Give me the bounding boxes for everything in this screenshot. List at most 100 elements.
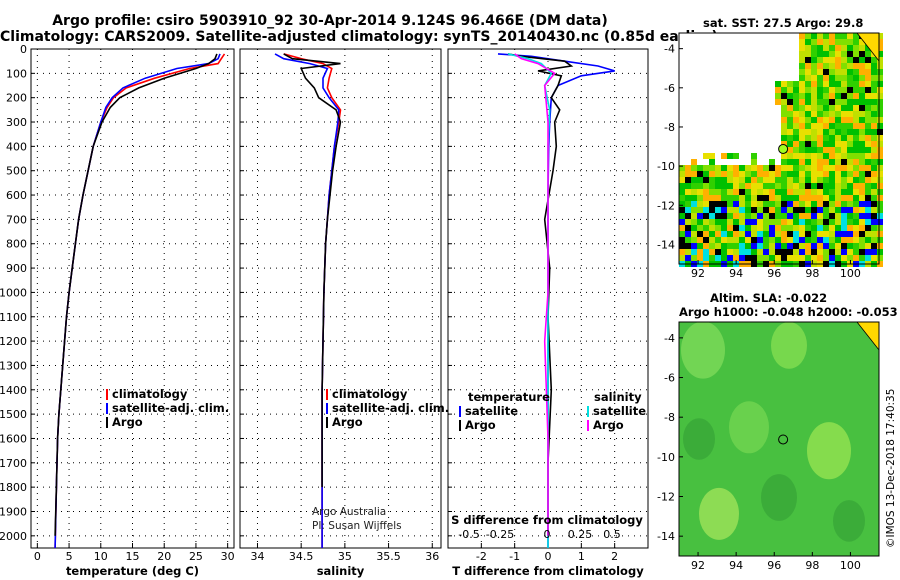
- sst-pixel: [751, 195, 757, 201]
- sst-pixel: [871, 225, 877, 231]
- sst-pixel: [877, 195, 883, 201]
- sst-pixel: [841, 111, 847, 117]
- sst-pixel: [805, 213, 811, 219]
- sst-pixel: [871, 213, 877, 219]
- sst-pixel: [721, 255, 727, 261]
- sst-pixel: [847, 51, 853, 57]
- sst-pixel: [835, 159, 841, 165]
- sst-pixel: [841, 147, 847, 153]
- sst-pixel: [799, 213, 805, 219]
- map-y-tick-label: -14: [657, 530, 675, 543]
- secondary-x-tick-label: -0.5: [458, 528, 479, 541]
- sst-pixel: [799, 219, 805, 225]
- sst-pixel: [793, 171, 799, 177]
- sst-pixel: [793, 201, 799, 207]
- sst-pixel: [811, 231, 817, 237]
- sst-pixel: [871, 129, 877, 135]
- sst-pixel: [835, 93, 841, 99]
- sst-pixel: [841, 135, 847, 141]
- sst-pixel: [835, 81, 841, 87]
- sst-pixel: [787, 213, 793, 219]
- sst-pixel: [799, 231, 805, 237]
- sst-pixel: [709, 231, 715, 237]
- sst-pixel: [793, 153, 799, 159]
- sst-pixel: [841, 129, 847, 135]
- sst-pixel: [703, 171, 709, 177]
- sst-pixel: [751, 213, 757, 219]
- y-tick-label: 500: [6, 165, 27, 178]
- sst-pixel: [799, 225, 805, 231]
- sst-pixel: [871, 237, 877, 243]
- sst-pixel: [751, 219, 757, 225]
- sst-pixel: [709, 189, 715, 195]
- sst-pixel: [763, 255, 769, 261]
- sst-pixel: [829, 51, 835, 57]
- sst-pixel: [799, 141, 805, 147]
- legend-label: Argo: [332, 415, 363, 429]
- sst-pixel: [691, 189, 697, 195]
- sst-pixel: [757, 165, 763, 171]
- sst-pixel: [865, 219, 871, 225]
- sst-pixel: [841, 219, 847, 225]
- sst-pixel: [781, 255, 787, 261]
- sst-pixel: [793, 123, 799, 129]
- sst-pixel: [877, 111, 883, 117]
- sst-pixel: [715, 189, 721, 195]
- sst-pixel: [757, 189, 763, 195]
- sst-pixel: [859, 63, 865, 69]
- sst-pixel: [877, 147, 883, 153]
- sst-pixel: [841, 243, 847, 249]
- sst-pixel: [745, 225, 751, 231]
- sst-pixel: [751, 237, 757, 243]
- sst-pixel: [811, 165, 817, 171]
- sst-pixel: [793, 207, 799, 213]
- sst-pixel: [679, 165, 685, 171]
- sst-pixel: [799, 63, 805, 69]
- x-tick-label: 25: [189, 550, 203, 563]
- sst-pixel: [733, 231, 739, 237]
- sst-pixel: [829, 33, 835, 39]
- sst-pixel: [781, 213, 787, 219]
- legend-title-salinity: salinity: [594, 390, 642, 404]
- sst-pixel: [877, 57, 883, 63]
- sst-pixel: [805, 33, 811, 39]
- sst-pixel: [763, 243, 769, 249]
- sst-pixel: [775, 225, 781, 231]
- difference-panel: -2 -1 0 1 2T difference from climatology temp…: [447, 48, 649, 578]
- sst-pixel: [799, 69, 805, 75]
- sst-pixel: [877, 93, 883, 99]
- sst-pixel: [841, 51, 847, 57]
- sst-map-title: sat. SST: 27.5 Argo: 29.8: [703, 16, 864, 30]
- sst-pixel: [871, 249, 877, 255]
- sst-pixel: [805, 51, 811, 57]
- sst-pixel: [865, 111, 871, 117]
- sst-pixel: [799, 201, 805, 207]
- sst-pixel: [715, 231, 721, 237]
- sst-pixel: [685, 171, 691, 177]
- sst-pixel: [835, 249, 841, 255]
- sst-pixel: [859, 123, 865, 129]
- sst-pixel: [829, 153, 835, 159]
- sst-pixel: [835, 189, 841, 195]
- sst-pixel: [841, 249, 847, 255]
- sst-pixel: [847, 93, 853, 99]
- sst-pixel: [787, 219, 793, 225]
- sst-pixel: [727, 171, 733, 177]
- sst-pixel: [697, 207, 703, 213]
- sst-pixel: [829, 213, 835, 219]
- sst-pixel: [715, 183, 721, 189]
- sst-pixel: [691, 165, 697, 171]
- sst-pixel: [793, 93, 799, 99]
- sst-pixel: [739, 255, 745, 261]
- sst-pixel: [805, 171, 811, 177]
- sst-pixel: [745, 165, 751, 171]
- sst-pixel: [805, 225, 811, 231]
- secondary-axis-label: S difference from climatology: [451, 513, 643, 527]
- map-x-tick-label: 96: [767, 267, 781, 280]
- sst-pixel: [823, 57, 829, 63]
- sst-pixel: [829, 189, 835, 195]
- sst-pixel: [787, 171, 793, 177]
- sst-pixel: [829, 99, 835, 105]
- sst-pixel: [787, 195, 793, 201]
- sst-pixel: [769, 201, 775, 207]
